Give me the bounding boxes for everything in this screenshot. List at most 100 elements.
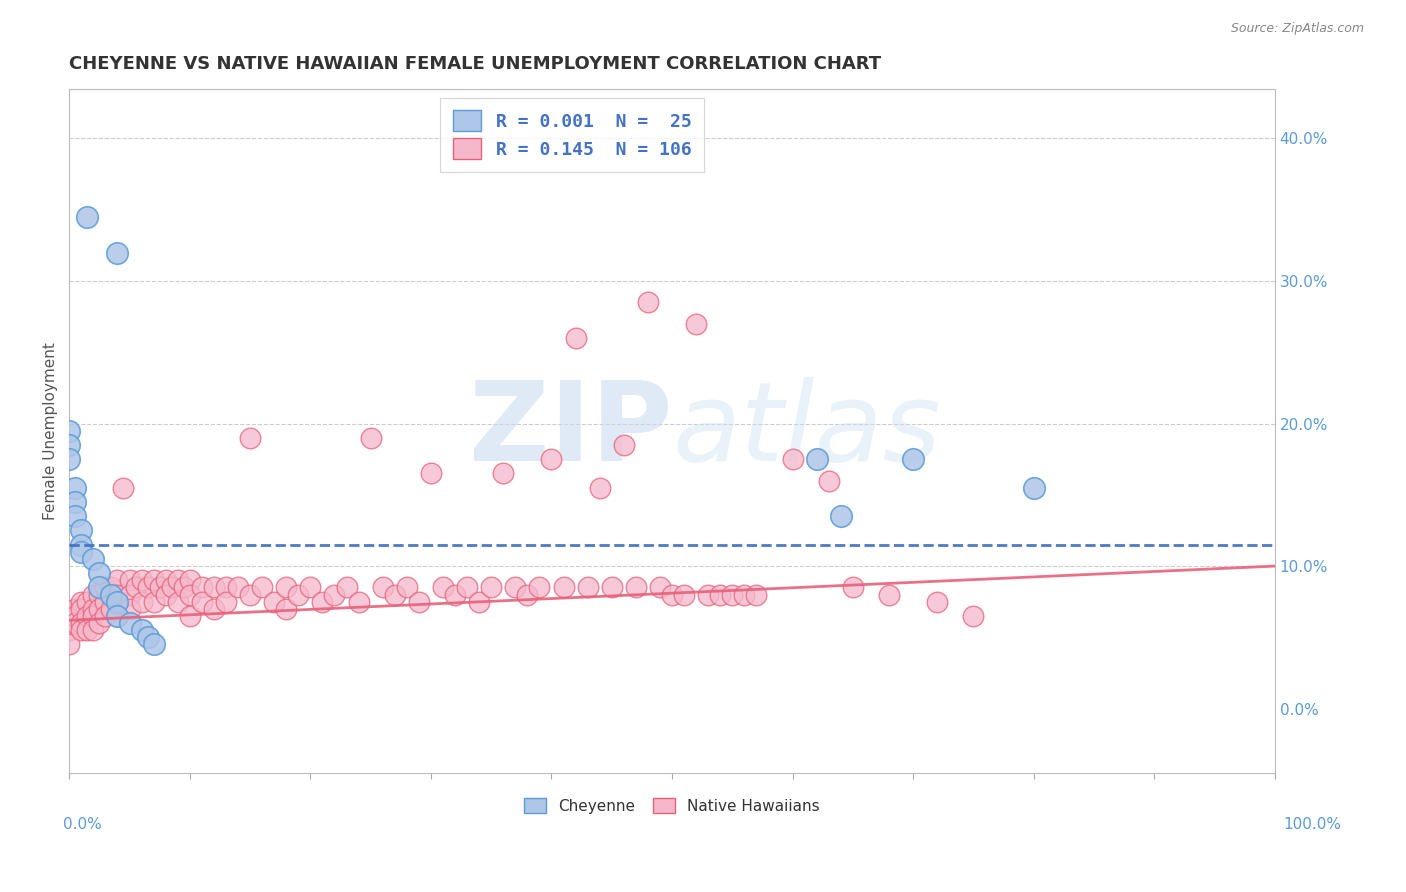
Point <box>89 588 111 602</box>
Point <box>962 609 984 624</box>
Point <box>142 595 165 609</box>
Point <box>529 581 551 595</box>
Point <box>65 602 87 616</box>
Point <box>70 595 93 609</box>
Point <box>76 210 98 224</box>
Point <box>149 581 172 595</box>
Point <box>395 581 418 595</box>
Point <box>673 588 696 602</box>
Point <box>215 595 238 609</box>
Point <box>65 509 87 524</box>
Point <box>276 581 298 595</box>
Point <box>384 588 406 602</box>
Point <box>202 581 225 595</box>
Point <box>173 581 195 595</box>
Point <box>70 538 93 552</box>
Text: 100.0%: 100.0% <box>1284 817 1341 832</box>
Point <box>830 509 852 524</box>
Point <box>347 595 370 609</box>
Point <box>107 245 129 260</box>
Point <box>408 595 430 609</box>
Point <box>492 467 515 481</box>
Point <box>202 602 225 616</box>
Point <box>661 588 683 602</box>
Point <box>685 317 707 331</box>
Point <box>371 581 394 595</box>
Point <box>94 609 117 624</box>
Y-axis label: Female Unemployment: Female Unemployment <box>44 342 58 520</box>
Point <box>131 624 153 638</box>
Point <box>89 616 111 631</box>
Point <box>323 588 346 602</box>
Point <box>70 545 93 559</box>
Point <box>311 595 333 609</box>
Point <box>82 609 104 624</box>
Point <box>107 588 129 602</box>
Point <box>709 588 731 602</box>
Point <box>70 624 93 638</box>
Point <box>107 609 129 624</box>
Point <box>782 452 804 467</box>
Point <box>82 624 104 638</box>
Point <box>456 581 478 595</box>
Point <box>124 581 146 595</box>
Point <box>215 581 238 595</box>
Point <box>155 588 177 602</box>
Point <box>733 588 755 602</box>
Point <box>107 574 129 588</box>
Point <box>107 595 129 609</box>
Point <box>637 295 659 310</box>
Point <box>419 467 441 481</box>
Point <box>576 581 599 595</box>
Point <box>516 588 538 602</box>
Point <box>82 552 104 566</box>
Point <box>250 581 273 595</box>
Point <box>648 581 671 595</box>
Point <box>613 438 636 452</box>
Text: Source: ZipAtlas.com: Source: ZipAtlas.com <box>1230 22 1364 36</box>
Text: 0.0%: 0.0% <box>63 817 103 832</box>
Point <box>118 616 141 631</box>
Point <box>179 609 201 624</box>
Point <box>94 595 117 609</box>
Point <box>112 481 135 495</box>
Point <box>179 588 201 602</box>
Point <box>927 595 949 609</box>
Point <box>226 581 249 595</box>
Point <box>58 609 80 624</box>
Point <box>82 588 104 602</box>
Point <box>136 631 159 645</box>
Point <box>107 609 129 624</box>
Point <box>94 581 117 595</box>
Point <box>142 574 165 588</box>
Point <box>1022 481 1045 495</box>
Point <box>155 574 177 588</box>
Point <box>166 574 188 588</box>
Point <box>70 616 93 631</box>
Point <box>721 588 744 602</box>
Legend: Cheyenne, Native Hawaiians: Cheyenne, Native Hawaiians <box>519 792 825 820</box>
Point <box>89 581 111 595</box>
Point <box>432 581 454 595</box>
Text: atlas: atlas <box>672 377 941 484</box>
Point <box>540 452 562 467</box>
Point <box>76 624 98 638</box>
Text: CHEYENNE VS NATIVE HAWAIIAN FEMALE UNEMPLOYMENT CORRELATION CHART: CHEYENNE VS NATIVE HAWAIIAN FEMALE UNEMP… <box>69 55 882 73</box>
Point <box>624 581 647 595</box>
Point <box>239 431 262 445</box>
Point <box>817 474 839 488</box>
Point <box>276 602 298 616</box>
Point <box>239 588 262 602</box>
Point <box>136 581 159 595</box>
Point <box>806 452 828 467</box>
Point <box>444 588 467 602</box>
Point <box>479 581 502 595</box>
Point <box>505 581 527 595</box>
Point <box>118 574 141 588</box>
Point <box>100 602 122 616</box>
Point <box>299 581 322 595</box>
Point <box>166 595 188 609</box>
Point <box>901 452 924 467</box>
Point <box>70 602 93 616</box>
Point <box>65 481 87 495</box>
